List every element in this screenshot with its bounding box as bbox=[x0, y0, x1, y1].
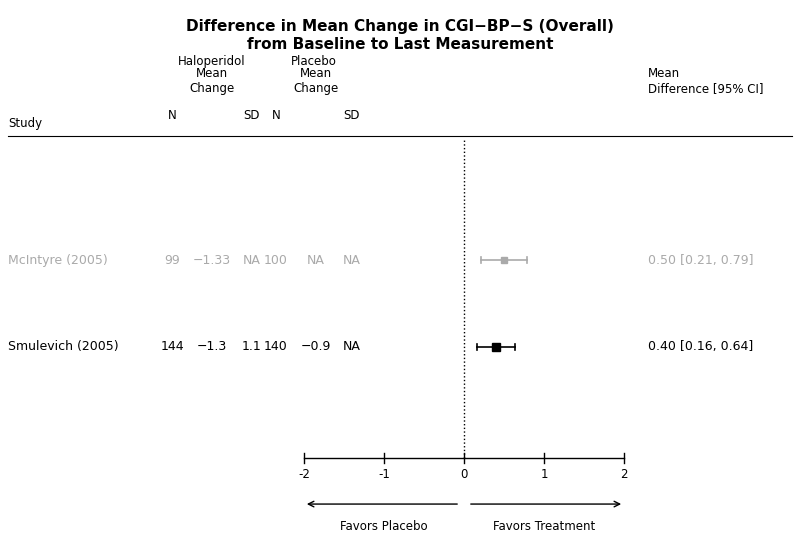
Text: NA: NA bbox=[343, 340, 361, 353]
Text: NA: NA bbox=[307, 254, 325, 267]
Text: from Baseline to Last Measurement: from Baseline to Last Measurement bbox=[246, 37, 554, 52]
Text: Study: Study bbox=[8, 117, 42, 130]
Text: Placebo: Placebo bbox=[291, 55, 337, 68]
Text: Mean
Change: Mean Change bbox=[294, 67, 338, 95]
Text: NA: NA bbox=[243, 254, 261, 267]
Text: −0.9: −0.9 bbox=[301, 340, 331, 353]
Text: −1.3: −1.3 bbox=[197, 340, 227, 353]
Text: Mean
Difference [95% CI]: Mean Difference [95% CI] bbox=[648, 67, 763, 95]
Text: 0.50 [0.21, 0.79]: 0.50 [0.21, 0.79] bbox=[648, 254, 754, 267]
Text: 0: 0 bbox=[460, 468, 468, 481]
Text: McIntyre (2005): McIntyre (2005) bbox=[8, 254, 108, 267]
Text: 100: 100 bbox=[264, 254, 288, 267]
Text: SD: SD bbox=[244, 109, 260, 122]
Text: 2: 2 bbox=[620, 468, 628, 481]
Text: Haloperidol: Haloperidol bbox=[178, 55, 246, 68]
Text: 0.40 [0.16, 0.64]: 0.40 [0.16, 0.64] bbox=[648, 340, 754, 353]
Text: −1.33: −1.33 bbox=[193, 254, 231, 267]
Text: Mean
Change: Mean Change bbox=[190, 67, 234, 95]
Text: 140: 140 bbox=[264, 340, 288, 353]
Text: 1: 1 bbox=[540, 468, 548, 481]
Text: 144: 144 bbox=[160, 340, 184, 353]
Text: SD: SD bbox=[344, 109, 360, 122]
Text: Favors Treatment: Favors Treatment bbox=[493, 520, 595, 533]
Text: N: N bbox=[272, 109, 280, 122]
Text: N: N bbox=[168, 109, 176, 122]
Text: -2: -2 bbox=[298, 468, 310, 481]
Text: Smulevich (2005): Smulevich (2005) bbox=[8, 340, 118, 353]
Text: 99: 99 bbox=[164, 254, 180, 267]
Text: Difference in Mean Change in CGI−BP−S (Overall): Difference in Mean Change in CGI−BP−S (O… bbox=[186, 19, 614, 34]
Text: -1: -1 bbox=[378, 468, 390, 481]
Text: 1.1: 1.1 bbox=[242, 340, 262, 353]
Text: NA: NA bbox=[343, 254, 361, 267]
Text: Favors Placebo: Favors Placebo bbox=[340, 520, 428, 533]
